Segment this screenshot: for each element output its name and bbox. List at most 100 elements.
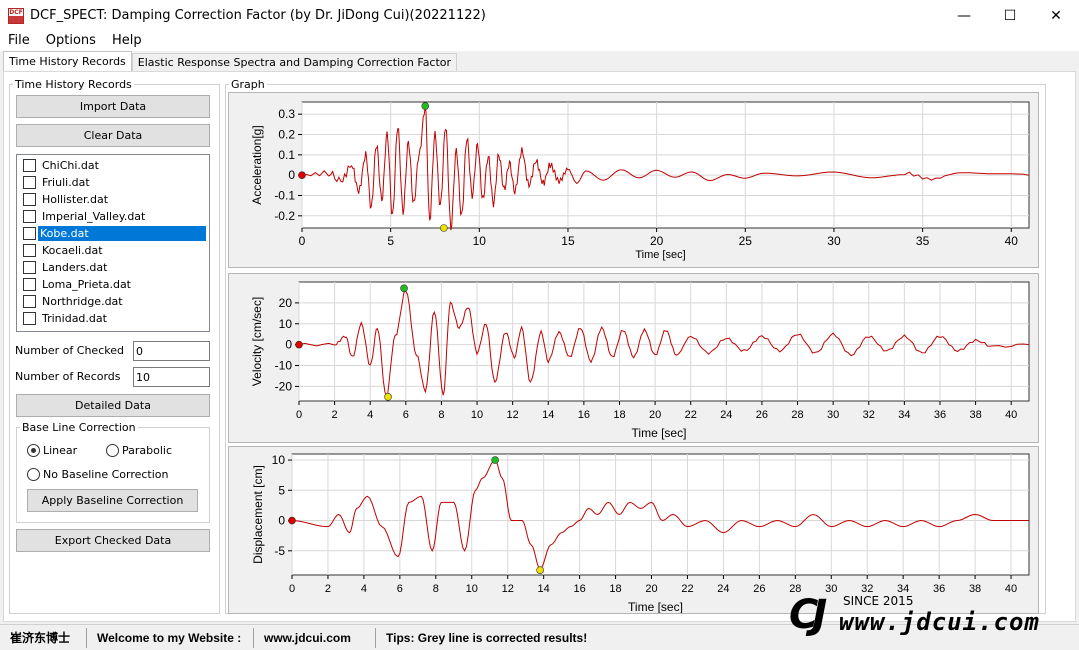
import-data-button[interactable]: Import Data	[16, 95, 210, 118]
y-tick-label: 10	[279, 317, 293, 331]
y-tick-label: 0.1	[278, 148, 295, 162]
velocity-chart-box: 0 2 4 6 8 10 12 14 16 18 20 22 24 26 28 30 32 34 36 38 40 20 1…	[228, 273, 1039, 443]
radio-parabolic-label: Parabolic	[122, 444, 173, 457]
logo-mark: CJ	[789, 592, 827, 638]
x-tick-label: 20	[645, 583, 657, 595]
radio-parabolic[interactable]: Parabolic	[106, 444, 172, 457]
x-tick-label: 6	[403, 409, 409, 421]
x-tick-label: 0	[289, 583, 295, 595]
x-tick-label: 6	[397, 583, 403, 595]
close-icon: ✕	[1050, 7, 1062, 24]
menu-help[interactable]: Help	[111, 33, 142, 48]
export-checked-button[interactable]: Export Checked Data	[16, 529, 210, 552]
detailed-data-button[interactable]: Detailed Data	[16, 394, 210, 417]
list-item[interactable]: Kobe.dat	[17, 225, 209, 242]
y-tick-label: 0	[285, 338, 292, 352]
list-item[interactable]: Kocaeli.dat	[17, 242, 209, 259]
x-axis-label: Time [sec]	[635, 249, 685, 261]
num-records-field[interactable]: 10	[133, 367, 210, 387]
peak-marker	[536, 566, 544, 574]
time-history-group: Time History Records	[9, 78, 220, 614]
clear-data-button[interactable]: Clear Data	[16, 124, 210, 147]
displacement-chart[interactable]: 0 2 4 6 8 10 12 14 16 18 20 22 24 26 28 30 32 34 36 38 40105…	[229, 447, 1038, 614]
x-tick-label: 35	[916, 234, 930, 248]
list-item-checkbox[interactable]	[23, 244, 36, 257]
logo-since: SINCE 2015	[843, 594, 914, 608]
x-tick-label: 32	[861, 583, 873, 595]
list-item-checkbox[interactable]	[23, 278, 36, 291]
radio-no-baseline[interactable]: No Baseline Correction	[27, 468, 169, 481]
list-item-checkbox[interactable]	[23, 159, 36, 172]
status-author: 崔济东博士	[0, 627, 87, 648]
radio-linear-label: Linear	[43, 444, 78, 457]
group-title: Time History Records	[15, 78, 132, 91]
x-tick-label: 40	[1005, 234, 1019, 248]
velocity-chart[interactable]: 0 2 4 6 8 10 12 14 16 18 20 22 24 26 28 30 32 34 36 38 40201…	[229, 274, 1038, 442]
status-url[interactable]: www.jdcui.com	[254, 627, 376, 648]
x-tick-label: 36	[934, 409, 946, 421]
x-tick-label: 8	[433, 583, 439, 595]
maximize-icon: ☐	[1003, 7, 1017, 24]
num-checked-field[interactable]: 0	[133, 341, 210, 361]
x-tick-label: 18	[609, 583, 621, 595]
x-tick-label: 38	[969, 583, 981, 595]
list-item-label: Loma_Prieta.dat	[42, 278, 131, 291]
list-item[interactable]: Northridge.dat	[17, 293, 209, 310]
list-item[interactable]: Friuli.dat	[17, 174, 209, 191]
num-records-label: Number of Records	[15, 370, 121, 383]
x-tick-label: 30	[827, 234, 841, 248]
x-tick-label: 22	[685, 409, 697, 421]
radio-no-baseline-dot	[27, 468, 40, 481]
x-tick-label: 16	[578, 409, 590, 421]
apply-baseline-button[interactable]: Apply Baseline Correction	[27, 489, 198, 512]
list-item-checkbox[interactable]	[23, 227, 36, 240]
list-item-checkbox[interactable]	[23, 210, 36, 223]
status-welcome: Welcome to my Website :	[87, 627, 254, 648]
x-tick-label: 34	[897, 583, 909, 595]
x-tick-label: 40	[1005, 409, 1017, 421]
close-button[interactable]: ✕	[1033, 0, 1079, 31]
website-logo: CJ SINCE 2015 www.jdcui.com	[779, 588, 1079, 650]
list-item[interactable]: ChiChi.dat	[17, 157, 209, 174]
radio-parabolic-dot	[106, 444, 119, 457]
list-item[interactable]: Loma_Prieta.dat	[17, 276, 209, 293]
list-item[interactable]: Hollister.dat	[17, 191, 209, 208]
menu-options[interactable]: Options	[45, 33, 96, 48]
radio-linear[interactable]: Linear	[27, 444, 77, 457]
x-tick-label: 24	[717, 583, 729, 595]
tab-time-history[interactable]: Time History Records	[3, 51, 132, 71]
displacement-chart-box: 0 2 4 6 8 10 12 14 16 18 20 22 24 26 28 30 32 34 36 38 40 10 5…	[228, 446, 1039, 614]
x-tick-label: 30	[825, 583, 837, 595]
menu-file[interactable]: File	[8, 33, 30, 48]
status-bar: 崔济东博士 Welcome to my Website : www.jdcui.…	[0, 624, 1079, 650]
list-item-checkbox[interactable]	[23, 193, 36, 206]
minimize-button[interactable]: —	[941, 0, 987, 31]
x-tick-label: 12	[502, 583, 514, 595]
x-tick-label: 4	[367, 409, 373, 421]
list-item-label: Landers.dat	[42, 261, 108, 274]
list-item-checkbox[interactable]	[23, 312, 36, 325]
list-item-label: Kocaeli.dat	[42, 244, 103, 257]
list-item-checkbox[interactable]	[23, 295, 36, 308]
tab-response-spectra[interactable]: Elastic Response Spectra and Damping Cor…	[131, 53, 458, 72]
peak-marker	[491, 456, 499, 464]
list-item-checkbox[interactable]	[23, 176, 36, 189]
app-icon-text: DCF	[9, 8, 23, 17]
x-tick-label: 38	[969, 409, 981, 421]
peak-marker	[440, 224, 448, 232]
y-tick-label: 0.3	[278, 107, 295, 121]
acceleration-chart[interactable]: 0 5 10 15 20 25 30 35 40 0.3 0.2 0.1 0 -0.1 -0.2 Time […	[229, 93, 1038, 267]
list-item[interactable]: Trinidad.dat	[17, 310, 209, 327]
baseline-title: Base Line Correction	[22, 421, 136, 434]
list-item[interactable]: Landers.dat	[17, 259, 209, 276]
file-list[interactable]: ChiChi.dat Friuli.dat Hollister.dat Imperia…	[16, 154, 210, 332]
maximize-button[interactable]: ☐	[987, 0, 1033, 31]
graph-title: Graph	[231, 78, 265, 91]
list-item-checkbox[interactable]	[23, 261, 36, 274]
x-tick-label: 24	[720, 409, 732, 421]
list-item[interactable]: Imperial_Valley.dat	[17, 208, 209, 225]
x-tick-label: 28	[789, 583, 801, 595]
x-tick-label: 4	[361, 583, 367, 595]
tab-strip: Time History Records Elastic Response Sp…	[3, 51, 458, 72]
x-tick-label: 14	[542, 409, 554, 421]
